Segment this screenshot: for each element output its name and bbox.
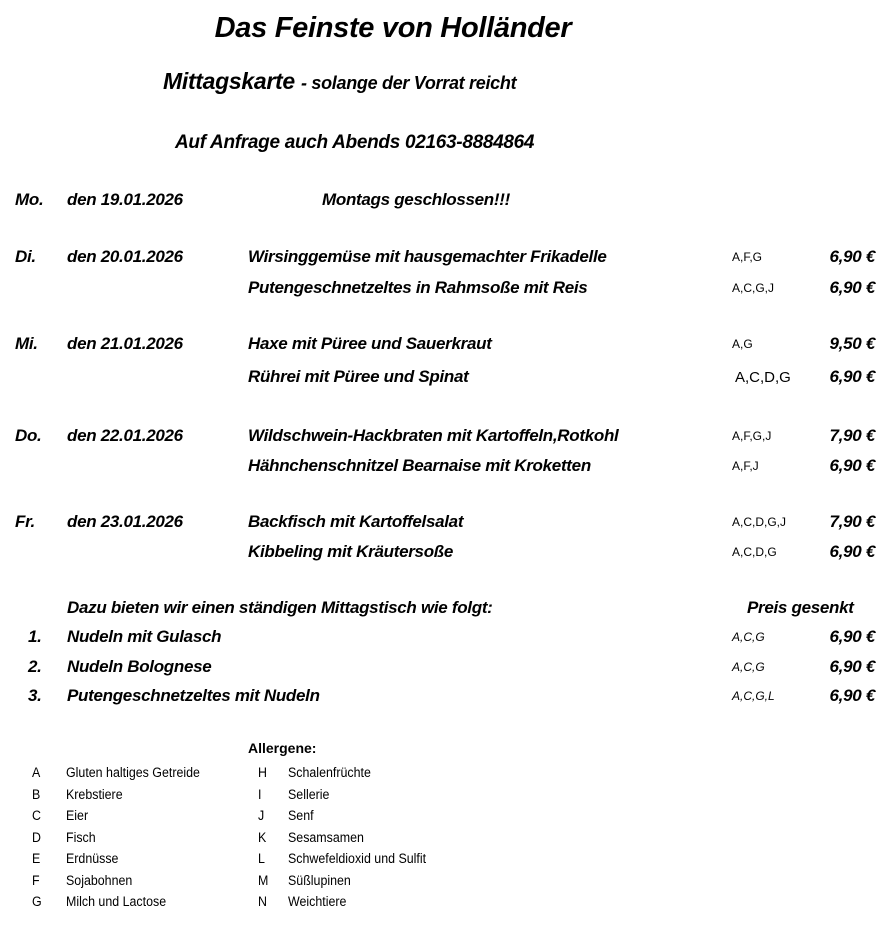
dish-price: 6,90 € <box>829 278 876 297</box>
allergen-code: L <box>258 851 265 866</box>
day-label: Mi. <box>15 334 38 353</box>
item-price: 6,90 € <box>829 656 876 676</box>
day-label: Fr. <box>15 512 35 531</box>
allergen-label: Schalenfrüchte <box>288 765 371 780</box>
dish-price: 9,50 € <box>829 334 876 353</box>
allergen-code: F <box>32 872 40 888</box>
item-price: 6,90 € <box>829 627 876 646</box>
allergen-label: Sojabohnen <box>66 872 133 888</box>
menu-title: Das Feinste von Holländer <box>214 12 572 44</box>
dish-price: 6,90 € <box>829 542 876 561</box>
closed-note: Montags geschlossen!!! <box>322 190 510 209</box>
allergen-label: Sellerie <box>288 786 330 802</box>
item-price: 6,90 € <box>829 686 876 705</box>
allergen-code: M <box>258 872 269 888</box>
dish-price: 7,90 € <box>829 512 876 531</box>
allergen-code: E <box>32 851 41 866</box>
allergen-label: Milch und Lactose <box>66 894 167 909</box>
dish-price: 6,90 € <box>829 247 876 266</box>
dish-name: Kibbeling mit Kräutersoße <box>248 542 454 561</box>
allergen-label: Schwefeldioxid und Sulfit <box>288 851 427 866</box>
dish-allergens: A,F,G <box>732 250 763 264</box>
allergen-label: Eier <box>66 808 89 823</box>
dish-allergens: A,F,G,J <box>732 429 772 443</box>
contact-line: Auf Anfrage auch Abends 02163-8884864 <box>175 132 535 153</box>
allergen-code: H <box>258 765 267 780</box>
allergen-code: K <box>258 829 267 845</box>
day-date: den 21.01.2026 <box>67 334 183 353</box>
dish-name: Rührei mit Püree und Spinat <box>248 367 469 386</box>
allergens-title: Allergene: <box>248 740 317 756</box>
allergen-code: G <box>32 894 42 909</box>
dish-name: Haxe mit Püree und Sauerkraut <box>248 334 492 353</box>
allergen-code: J <box>258 808 265 823</box>
allergen-code: D <box>32 829 41 845</box>
day-date: den 22.01.2026 <box>67 426 183 445</box>
item-allergens: A,C,G <box>732 659 765 674</box>
item-number: 1. <box>28 627 42 646</box>
dish-price: 6,90 € <box>829 367 876 386</box>
dish-price: 6,90 € <box>829 456 876 475</box>
dish-name: Hähnchenschnitzel Bearnaise mit Krokette… <box>248 456 591 475</box>
allergen-label: Süßlupinen <box>288 872 351 888</box>
dish-name: Putengeschnetzeltes in Rahmsoße mit Reis <box>248 278 588 297</box>
day-label: Di. <box>15 247 36 266</box>
item-name: Putengeschnetzeltes mit Nudeln <box>67 686 320 705</box>
item-allergens: A,C,G <box>732 630 765 644</box>
day-label: Do. <box>15 426 42 445</box>
dish-allergens: A,F,J <box>732 459 759 473</box>
item-number: 3. <box>28 686 42 705</box>
item-name: Nudeln Bolognese <box>67 656 212 676</box>
dish-name: Backfisch mit Kartoffelsalat <box>248 512 464 531</box>
dish-allergens: A,C,D,G <box>732 545 777 559</box>
allergen-label: Gluten haltiges Getreide <box>66 765 200 780</box>
day-date: den 23.01.2026 <box>67 512 183 531</box>
item-name: Nudeln mit Gulasch <box>67 627 222 646</box>
day-date: den 20.01.2026 <box>67 247 183 266</box>
item-number: 2. <box>28 656 42 676</box>
allergen-label: Erdnüsse <box>66 851 119 866</box>
subtitle-note: - solange der Vorrat reicht <box>300 73 517 93</box>
allergen-code: B <box>32 786 41 802</box>
dish-allergens: A,C,D,G <box>735 369 791 386</box>
allergen-code: A <box>32 765 41 780</box>
standing-intro: Dazu bieten wir einen ständigen Mittagst… <box>67 598 493 617</box>
allergen-code: N <box>258 894 267 909</box>
dish-allergens: A,G <box>732 337 753 351</box>
allergen-label: Sesamsamen <box>288 829 364 845</box>
allergen-code: I <box>258 786 262 802</box>
dish-price: 7,90 € <box>829 426 876 445</box>
dish-name: Wildschwein-Hackbraten mit Kartoffeln,Ro… <box>248 426 619 445</box>
allergen-label: Fisch <box>66 829 96 845</box>
allergen-code: C <box>32 808 41 823</box>
allergen-label: Krebstiere <box>66 786 123 802</box>
day-label: Mo. <box>15 190 44 209</box>
menu-subtitle: Mittagskarte - solange der Vorrat reicht <box>163 68 517 94</box>
subtitle-main: Mittagskarte <box>163 68 295 94</box>
item-allergens: A,C,G,L <box>732 689 775 703</box>
allergen-label: Weichtiere <box>288 894 347 909</box>
dish-name: Wirsinggemüse mit hausgemachter Frikadel… <box>248 247 607 266</box>
price-note: Preis gesenkt <box>747 598 854 617</box>
allergen-label: Senf <box>288 808 314 823</box>
day-date: den 19.01.2026 <box>67 190 183 209</box>
dish-allergens: A,C,D,G,J <box>732 515 787 529</box>
dish-allergens: A,C,G,J <box>732 281 775 295</box>
